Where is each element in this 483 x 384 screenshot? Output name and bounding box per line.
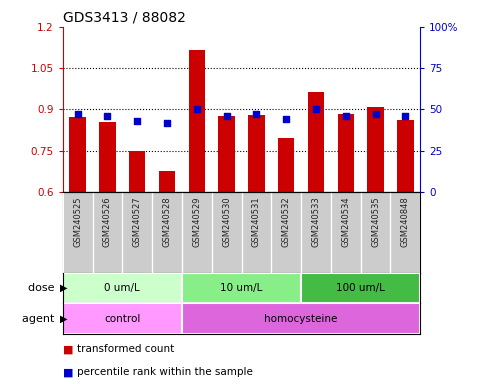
Bar	[397, 120, 413, 192]
Text: GDS3413 / 88082: GDS3413 / 88082	[63, 10, 185, 24]
Bar	[368, 107, 384, 192]
Bar	[278, 138, 294, 192]
Text: ▶: ▶	[60, 314, 68, 324]
Point	[163, 119, 171, 126]
Bar	[182, 273, 301, 303]
Text: 100 um/L: 100 um/L	[336, 283, 385, 293]
Bar	[182, 303, 420, 334]
Text: homocysteine: homocysteine	[264, 314, 338, 324]
Text: transformed count: transformed count	[77, 344, 174, 354]
Bar	[159, 170, 175, 192]
Text: 10 um/L: 10 um/L	[220, 283, 263, 293]
Text: GSM240535: GSM240535	[371, 196, 380, 247]
Point	[372, 111, 380, 118]
Text: GSM240533: GSM240533	[312, 196, 320, 247]
Text: GSM240528: GSM240528	[163, 196, 171, 247]
Point	[104, 113, 112, 119]
Text: dose: dose	[28, 283, 58, 293]
Bar	[63, 303, 182, 334]
Text: GSM240527: GSM240527	[133, 196, 142, 247]
Bar	[308, 91, 324, 192]
Bar	[70, 117, 86, 192]
Point	[282, 116, 290, 122]
Bar	[301, 273, 420, 303]
Text: GSM240530: GSM240530	[222, 196, 231, 247]
Text: agent: agent	[22, 314, 58, 324]
Bar	[63, 273, 182, 303]
Bar	[338, 114, 354, 192]
Point	[74, 111, 82, 118]
Text: GSM240532: GSM240532	[282, 196, 291, 247]
Bar	[99, 122, 115, 192]
Bar	[129, 151, 145, 192]
Point	[342, 113, 350, 119]
Text: ■: ■	[63, 344, 73, 354]
Point	[193, 106, 201, 113]
Text: GSM240534: GSM240534	[341, 196, 350, 247]
Text: GSM240531: GSM240531	[252, 196, 261, 247]
Point	[223, 113, 230, 119]
Text: ▶: ▶	[60, 283, 68, 293]
Text: GSM240525: GSM240525	[73, 196, 82, 247]
Text: control: control	[104, 314, 141, 324]
Point	[133, 118, 141, 124]
Text: percentile rank within the sample: percentile rank within the sample	[77, 367, 253, 377]
Text: GSM240526: GSM240526	[103, 196, 112, 247]
Text: ■: ■	[63, 367, 73, 377]
Point	[253, 111, 260, 118]
Text: GSM240848: GSM240848	[401, 196, 410, 247]
Text: GSM240529: GSM240529	[192, 196, 201, 247]
Text: 0 um/L: 0 um/L	[104, 283, 140, 293]
Bar	[218, 116, 235, 192]
Bar	[248, 116, 265, 192]
Point	[312, 106, 320, 113]
Bar	[189, 50, 205, 192]
Point	[401, 113, 409, 119]
